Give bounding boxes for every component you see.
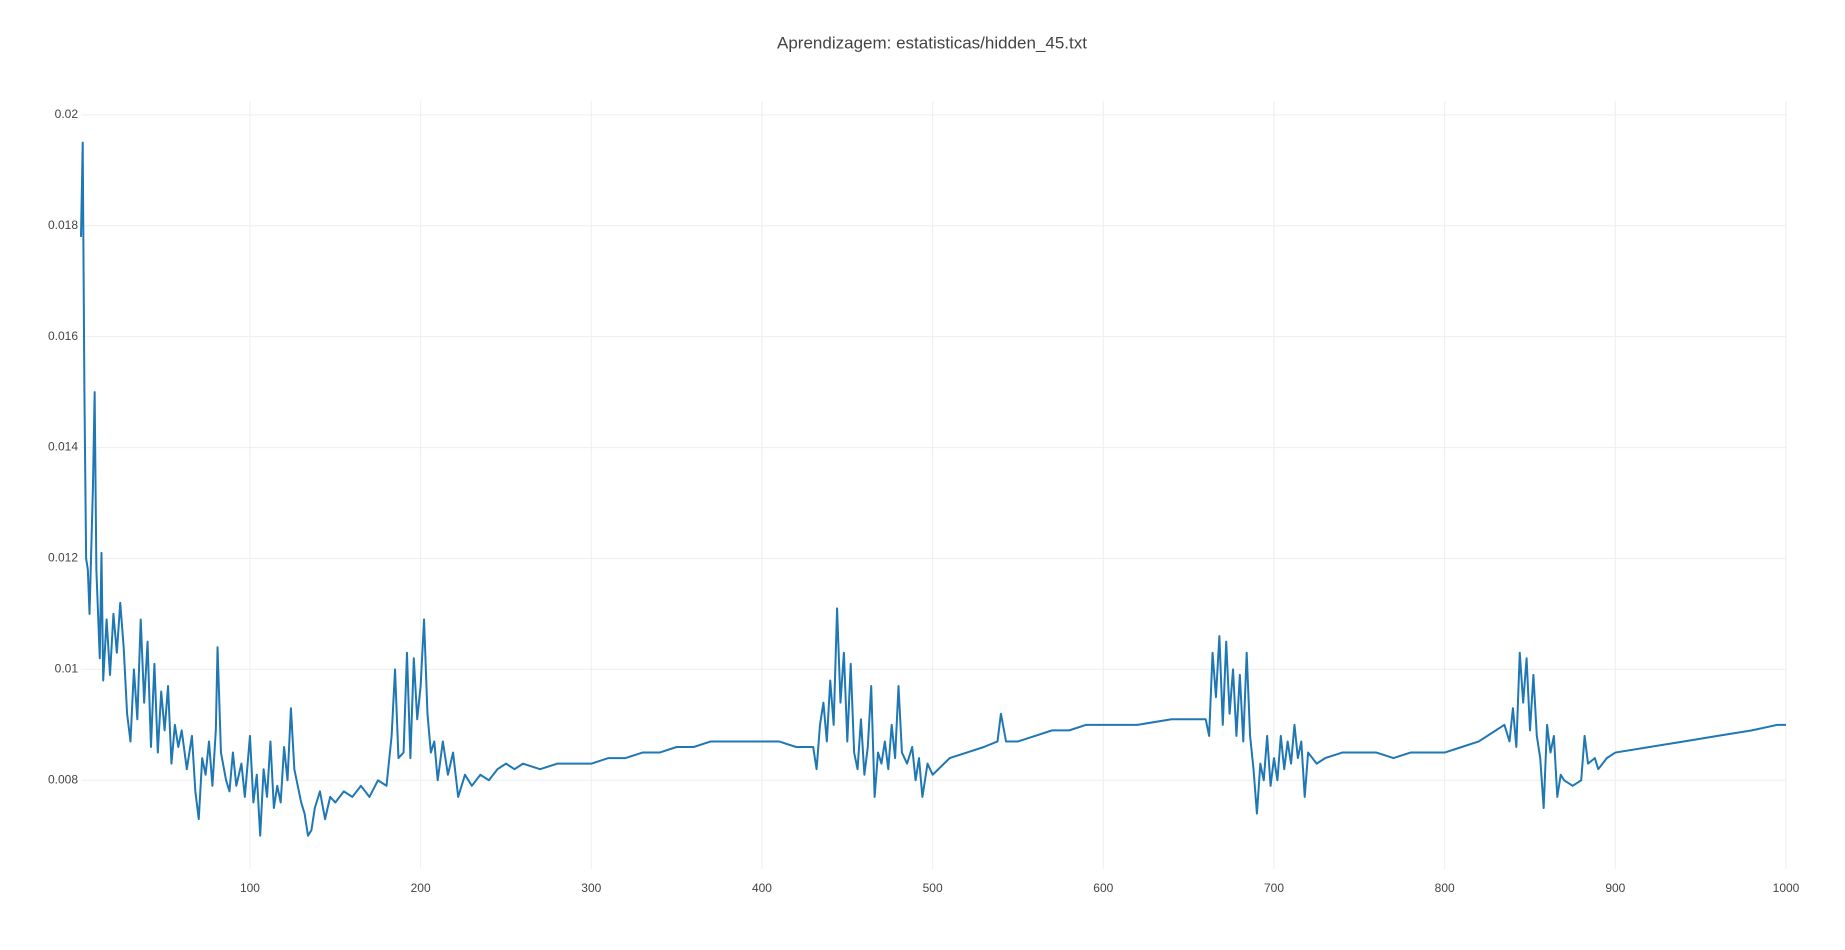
x-tick-label: 600 <box>1093 881 1113 895</box>
x-tick-label: 900 <box>1605 881 1625 895</box>
y-tick-label: 0.008 <box>48 772 78 786</box>
y-tick-label: 0.014 <box>48 440 78 454</box>
x-tick-label: 300 <box>581 881 601 895</box>
y-tick-label: 0.01 <box>55 662 79 676</box>
y-tick-label: 0.016 <box>48 329 78 343</box>
y-tick-label: 0.012 <box>48 551 78 565</box>
x-tick-label: 400 <box>752 881 772 895</box>
x-tick-label: 800 <box>1435 881 1455 895</box>
x-tick-label: 1000 <box>1773 881 1800 895</box>
data-line <box>80 141 1786 837</box>
x-tick-label: 200 <box>411 881 431 895</box>
x-tick-label: 100 <box>240 881 260 895</box>
y-tick-label: 0.018 <box>48 218 78 232</box>
y-tick-label: 0.02 <box>55 107 79 121</box>
chart-title: Aprendizagem: estatisticas/hidden_45.txt <box>777 33 1087 52</box>
x-tick-label: 700 <box>1264 881 1284 895</box>
x-tick-label: 500 <box>923 881 943 895</box>
